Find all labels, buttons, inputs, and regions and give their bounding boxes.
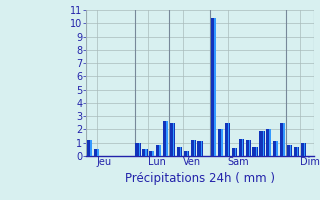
Bar (269, 129, 271, 156)
Bar (249, 140, 250, 156)
Bar (260, 131, 265, 156)
Bar (163, 121, 168, 156)
Bar (201, 141, 202, 156)
Bar (156, 145, 161, 156)
Bar (235, 148, 236, 156)
Bar (225, 123, 230, 156)
Bar (283, 123, 284, 156)
Bar (287, 145, 292, 156)
Bar (97, 149, 99, 156)
Bar (159, 145, 161, 156)
Bar (177, 147, 182, 156)
Bar (214, 18, 216, 156)
Bar (142, 149, 148, 156)
Bar (197, 141, 203, 156)
Bar (149, 151, 154, 156)
Bar (239, 139, 244, 156)
Bar (290, 145, 292, 156)
Bar (166, 121, 167, 156)
Bar (252, 147, 258, 156)
Bar (152, 151, 154, 156)
Bar (280, 123, 285, 156)
Bar (242, 139, 243, 156)
Bar (87, 140, 92, 156)
Bar (218, 129, 223, 156)
Bar (194, 140, 195, 156)
Bar (256, 147, 257, 156)
Bar (246, 140, 251, 156)
Bar (94, 149, 99, 156)
Bar (221, 129, 223, 156)
Bar (190, 140, 196, 156)
Bar (228, 123, 229, 156)
Bar (135, 143, 140, 156)
Bar (184, 151, 189, 156)
Bar (276, 141, 278, 156)
Bar (211, 18, 216, 156)
Bar (139, 143, 140, 156)
Bar (294, 147, 299, 156)
Bar (273, 141, 278, 156)
Bar (173, 123, 174, 156)
Bar (262, 131, 264, 156)
X-axis label: Précipitations 24h ( mm ): Précipitations 24h ( mm ) (125, 172, 275, 185)
Bar (304, 143, 305, 156)
Bar (90, 140, 92, 156)
Bar (232, 148, 237, 156)
Bar (266, 129, 271, 156)
Bar (187, 151, 188, 156)
Bar (146, 149, 147, 156)
Bar (180, 147, 181, 156)
Bar (297, 147, 298, 156)
Bar (301, 143, 306, 156)
Bar (170, 123, 175, 156)
